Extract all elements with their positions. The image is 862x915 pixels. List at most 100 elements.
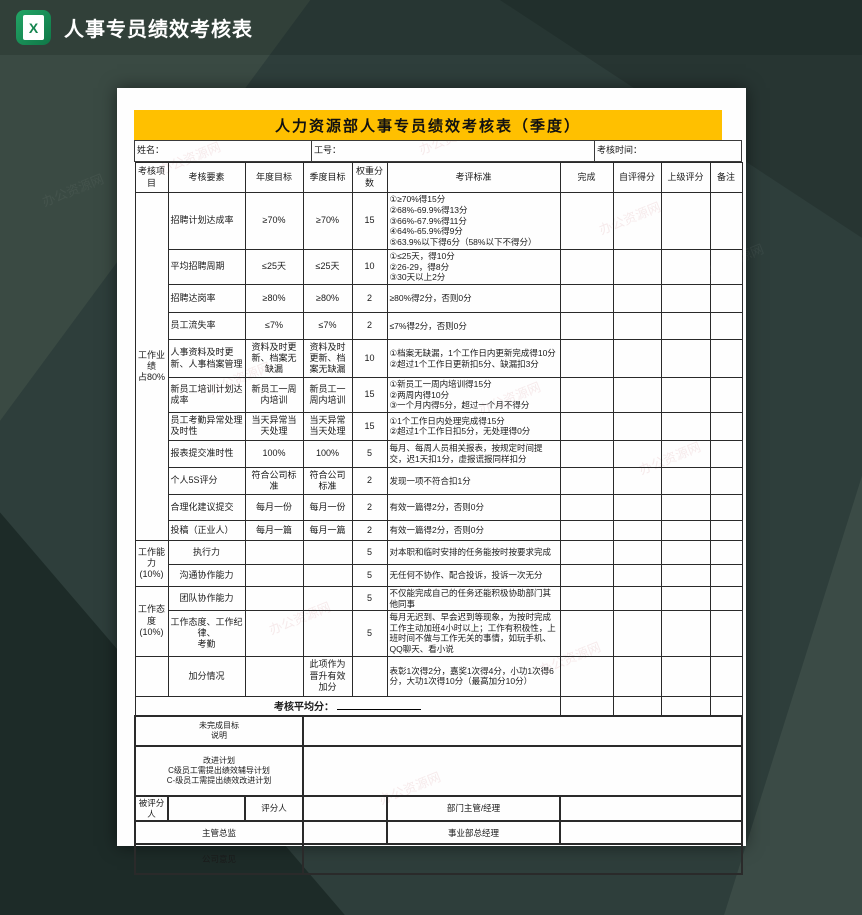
supervisor-score-cell[interactable] [660,539,711,565]
annual-target-cell[interactable] [244,585,304,612]
signature-input-cell[interactable] [302,795,388,823]
remark-cell[interactable] [709,249,743,285]
supervisor-score-cell[interactable] [660,466,711,495]
signature-input-cell[interactable] [559,795,743,823]
self-score-cell[interactable] [612,284,662,313]
average-score-input[interactable] [337,698,421,710]
signature-input-cell[interactable] [167,795,246,823]
column-header: 备注 [709,162,743,193]
annual-target-cell[interactable] [244,610,304,657]
review-time-input[interactable] [642,144,739,158]
self-score-cell[interactable] [612,563,662,587]
remark-cell[interactable] [709,519,743,541]
complete-cell[interactable] [559,249,614,285]
weight-cell[interactable] [351,655,388,697]
complete-cell[interactable] [559,339,614,378]
supervisor-score-cell[interactable] [660,312,711,340]
self-score-cell[interactable] [612,192,662,250]
complete-cell[interactable] [559,695,614,717]
remark-cell[interactable] [709,655,743,697]
self-score-cell[interactable] [612,539,662,565]
standard-cell: ≤7%得2分，否则0分 [386,312,561,340]
quarter-target-cell[interactable] [302,563,353,587]
quarter-target-cell[interactable] [302,539,353,565]
annual-target-cell[interactable] [244,539,304,565]
complete-cell[interactable] [559,655,614,697]
complete-cell[interactable] [559,563,614,587]
column-header: 考评标准 [386,162,561,193]
supervisor-score-cell[interactable] [660,695,711,717]
self-score-cell[interactable] [612,439,662,468]
standard-cell: 对本职和临时安排的任务能按时按要求完成 [386,539,561,565]
self-score-cell[interactable] [612,695,662,717]
name-cell[interactable]: 姓名： [134,140,312,162]
quarter-target-cell[interactable] [302,585,353,612]
supervisor-score-cell[interactable] [660,377,711,413]
remark-cell[interactable] [709,411,743,441]
signature-input-cell[interactable] [302,820,388,846]
complete-cell[interactable] [559,519,614,541]
employee-id-cell[interactable]: 工号： [311,140,595,162]
supervisor-score-cell[interactable] [660,563,711,587]
self-score-cell[interactable] [612,339,662,378]
self-score-cell[interactable] [612,585,662,612]
remark-cell[interactable] [709,695,743,717]
remark-cell[interactable] [709,192,743,250]
complete-cell[interactable] [559,539,614,565]
supervisor-score-cell[interactable] [660,439,711,468]
complete-cell[interactable] [559,439,614,468]
supervisor-score-cell[interactable] [660,249,711,285]
supervisor-score-cell[interactable] [660,519,711,541]
complete-cell[interactable] [559,610,614,657]
remark-cell[interactable] [709,312,743,340]
self-score-cell[interactable] [612,610,662,657]
remark-cell[interactable] [709,493,743,521]
remark-cell[interactable] [709,284,743,313]
supervisor-score-cell[interactable] [660,655,711,697]
remark-cell[interactable] [709,439,743,468]
supervisor-score-cell[interactable] [660,610,711,657]
review-time-cell[interactable]: 考核时间： [594,140,742,162]
complete-cell[interactable] [559,284,614,313]
complete-cell[interactable] [559,192,614,250]
signature-input-cell[interactable] [559,820,743,846]
annual-target-cell[interactable] [244,563,304,587]
complete-cell[interactable] [559,466,614,495]
signature-input-cell[interactable] [302,843,743,876]
element-cell: 工作态度、工作纪律、 考勤 [167,610,246,657]
complete-cell[interactable] [559,585,614,612]
complete-cell[interactable] [559,377,614,413]
self-score-cell[interactable] [612,519,662,541]
name-input[interactable] [164,144,309,158]
supervisor-score-cell[interactable] [660,339,711,378]
supervisor-score-cell[interactable] [660,493,711,521]
self-score-cell[interactable] [612,411,662,441]
remark-cell[interactable] [709,466,743,495]
complete-cell[interactable] [559,493,614,521]
self-score-cell[interactable] [612,249,662,285]
note-input-cell[interactable] [302,715,743,748]
complete-cell[interactable] [559,411,614,441]
remark-cell[interactable] [709,610,743,657]
complete-cell[interactable] [559,312,614,340]
quarter-target-cell[interactable] [302,610,353,657]
self-score-cell[interactable] [612,312,662,340]
supervisor-score-cell[interactable] [660,284,711,313]
employee-id-input[interactable] [341,144,592,158]
supervisor-score-cell[interactable] [660,411,711,441]
supervisor-score-cell[interactable] [660,585,711,612]
supervisor-score-cell[interactable] [660,192,711,250]
remark-cell[interactable] [709,585,743,612]
note-input-cell[interactable] [302,745,743,798]
remark-cell[interactable] [709,563,743,587]
annual-target-cell[interactable] [244,655,304,697]
self-score-cell[interactable] [612,493,662,521]
remark-cell[interactable] [709,377,743,413]
remark-cell[interactable] [709,339,743,378]
quarter-target-cell: 每月一份 [302,493,353,521]
self-score-cell[interactable] [612,377,662,413]
remark-cell[interactable] [709,539,743,565]
self-score-cell[interactable] [612,655,662,697]
self-score-cell[interactable] [612,466,662,495]
quarter-target-cell: 当天异常当天处理 [302,411,353,441]
